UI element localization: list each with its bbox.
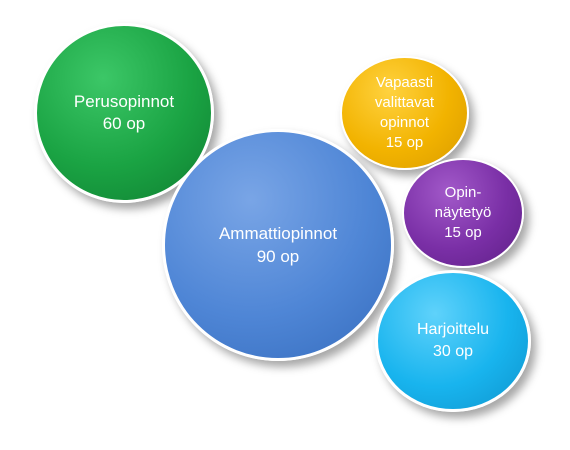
bubble-opinnaytetyo-line-2: näytetyö [434,204,492,221]
bubble-perusopinnot-title: Perusopinnot [73,92,175,111]
bubble-vapaasti-line-1: Vapaasti [375,74,434,91]
bubble-perusopinnot-label: Perusopinnot 60 op [74,91,174,135]
bubble-vapaasti-valittavat: Vapaasti valittavat opinnot 15 op [340,56,469,170]
bubble-opinnaytetyo-label: Opin- näytetyö 15 op [435,183,492,243]
bubble-ammattiopinnot-label: Ammattiopinnot 90 op [219,222,337,268]
bubble-harjoittelu-label: Harjoittelu 30 op [417,319,489,363]
bubble-opinnaytetyo-value: 15 op [444,224,482,241]
bubble-ammattiopinnot-title: Ammattiopinnot [218,224,338,243]
bubble-perusopinnot-value: 60 op [102,114,146,133]
bubble-harjoittelu-value: 30 op [432,343,474,360]
bubble-opinnaytetyo-line-1: Opin- [444,184,482,201]
bubble-opinnaytetyo: Opin- näytetyö 15 op [402,158,524,268]
bubble-vapaasti-valittavat-label: Vapaasti valittavat opinnot 15 op [375,73,434,153]
bubble-perusopinnot: Perusopinnot 60 op [34,23,214,203]
bubble-harjoittelu: Harjoittelu 30 op [375,270,531,412]
bubble-ammattiopinnot-value: 90 op [256,247,300,266]
bubble-harjoittelu-title: Harjoittelu [416,321,490,338]
bubble-vapaasti-value: 15 op [385,134,424,151]
bubble-vapaasti-line-2: valittavat [374,94,435,111]
bubble-ammattiopinnot: Ammattiopinnot 90 op [162,129,394,361]
bubble-vapaasti-line-3: opinnot [379,114,430,131]
